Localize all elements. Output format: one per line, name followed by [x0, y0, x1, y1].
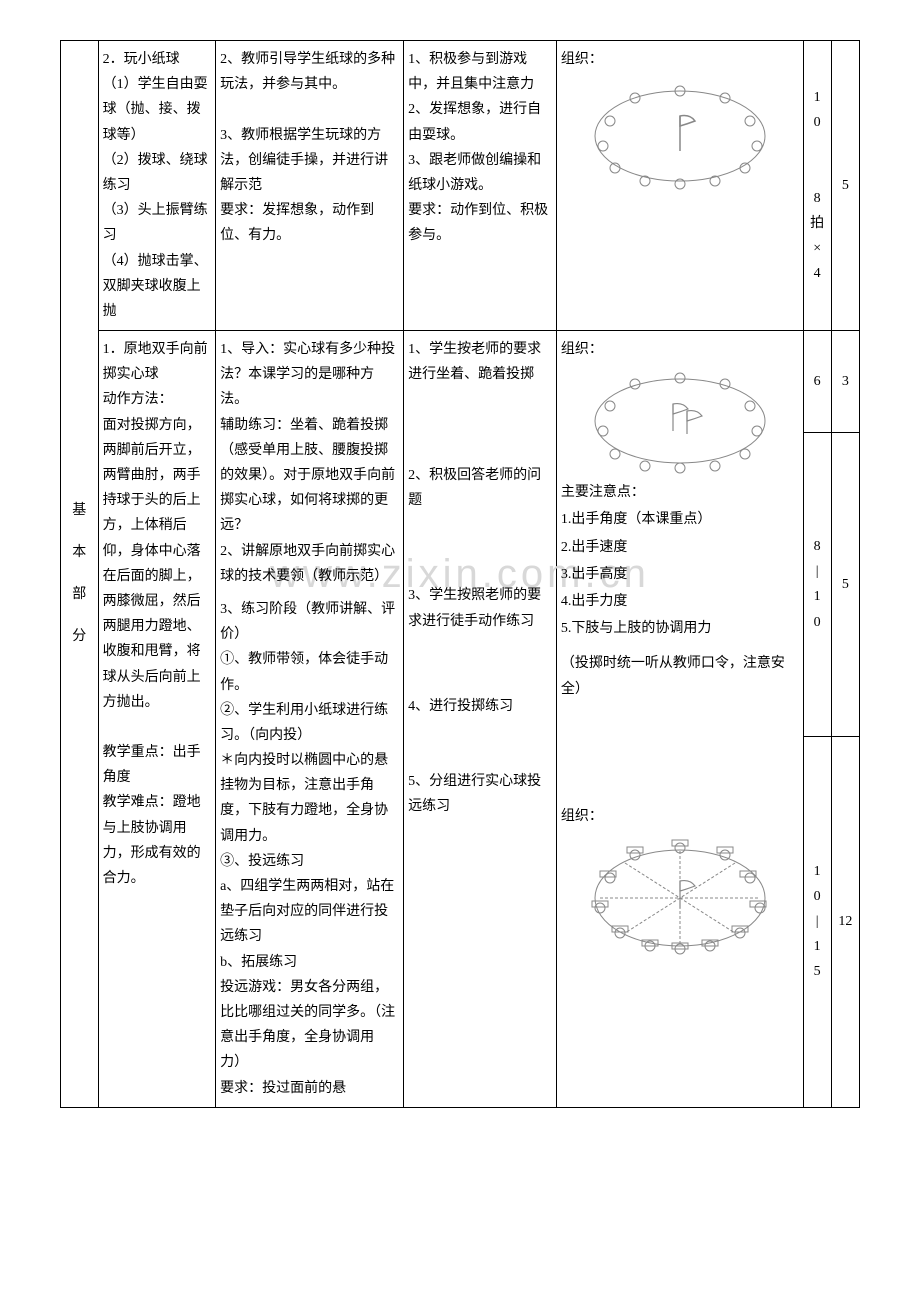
min-text: 5: [836, 572, 855, 597]
flag-icon: [680, 880, 695, 907]
org-hint: （投掷时统一听从教师口令，注意安全）: [561, 651, 799, 701]
student-text: 1、积极参与到游戏中，并且集中注意力 2、发挥想象，进行自由耍球。 3、跟老师做…: [408, 47, 552, 249]
table-row: 基 本 部 分 2．玩小纸球 （1）学生自由耍球（抛、接、拨球等） （2）拨球、…: [61, 41, 860, 331]
content-text: 2．玩小纸球 （1）学生自由耍球（抛、接、拨球等） （2）拨球、绕球练习 （3）…: [103, 47, 211, 324]
org-cell: 组织：: [556, 41, 803, 331]
min-text: 3: [836, 369, 855, 394]
teacher-cell: 1、导入：实心球有多少种投法？本课学习的是哪种方法。 辅助练习：坐着、跪着投掷（…: [216, 331, 404, 1108]
min-cell: 3: [831, 331, 859, 433]
student-cell: 1、学生按老师的要求进行坐着、跪着投掷 2、积极回答老师的问题 3、学生按照老师…: [404, 331, 557, 1108]
note-item: 1.出手角度（本课重点）: [561, 507, 799, 532]
teacher-cell: 2、教师引导学生纸球的多种玩法，并参与其中。 3、教师根据学生玩球的方法，创编徒…: [216, 41, 404, 331]
flag-icon: [673, 404, 702, 434]
student-text-b: 3、学生按照老师的要求进行徒手动作练习: [408, 583, 552, 633]
phase-label: 基 本 部 分: [72, 490, 86, 658]
teacher-text-b: 3、练习阶段（教师讲解、评价） ①、教师带领，体会徒手动作。 ②、学生利用小纸球…: [220, 597, 399, 1101]
formation-diagram-icon: [585, 76, 775, 196]
time-cell: 1 0 | 1 5: [803, 736, 831, 1107]
teacher-text: 2、教师引导学生纸球的多种玩法，并参与其中。 3、教师根据学生玩球的方法，创编徒…: [220, 47, 399, 249]
org-label: 组织：: [561, 47, 799, 72]
org-label: 组织：: [561, 337, 799, 362]
note-item: 4.出手力度: [561, 589, 799, 614]
formation-diagram-icon: [585, 366, 775, 476]
note-item: 3.出手高度: [561, 562, 799, 587]
notes-title: 主要注意点：: [561, 480, 799, 505]
content-text: 1．原地双手向前掷实心球 动作方法： 面对投掷方向，两脚前后开立，两臂曲肘，两手…: [103, 337, 211, 891]
lesson-plan-table: 基 本 部 分 2．玩小纸球 （1）学生自由耍球（抛、接、拨球等） （2）拨球、…: [60, 40, 860, 1108]
time-cell: 1 0 8 拍 × 4: [803, 41, 831, 331]
content-cell: 2．玩小纸球 （1）学生自由耍球（抛、接、拨球等） （2）拨球、绕球练习 （3）…: [98, 41, 215, 331]
time-cell: 6: [803, 331, 831, 433]
teacher-text-a: 1、导入：实心球有多少种投法？本课学习的是哪种方法。 辅助练习：坐着、跪着投掷（…: [220, 337, 399, 589]
student-text-a: 1、学生按老师的要求进行坐着、跪着投掷 2、积极回答老师的问题: [408, 337, 552, 513]
table-row: 1．原地双手向前掷实心球 动作方法： 面对投掷方向，两脚前后开立，两臂曲肘，两手…: [61, 331, 860, 433]
min-text: 12: [836, 909, 855, 934]
org-label: 组织：: [561, 804, 799, 829]
content-cell: 1．原地双手向前掷实心球 动作方法： 面对投掷方向，两脚前后开立，两臂曲肘，两手…: [98, 331, 215, 1108]
student-text-c: 4、进行投掷练习: [408, 694, 552, 719]
time-text: 1 0 8 拍 × 4: [808, 85, 827, 287]
time-text: 6: [808, 369, 827, 394]
min-cell: 5: [831, 41, 859, 331]
time-text: 1 0 | 1 5: [808, 859, 827, 985]
min-text: 5: [836, 173, 855, 198]
phase-cell: 基 本 部 分: [61, 41, 99, 1108]
student-text-d: 5、分组进行实心球投远练习: [408, 769, 552, 819]
student-cell: 1、积极参与到游戏中，并且集中注意力 2、发挥想象，进行自由耍球。 3、跟老师做…: [404, 41, 557, 331]
org-cell: 组织：: [556, 331, 803, 1108]
note-item: 2.出手速度: [561, 535, 799, 560]
flag-icon: [680, 116, 695, 151]
formation-throw-diagram-icon: [585, 833, 775, 963]
time-text: 8 | 1 0: [808, 534, 827, 635]
min-cell: 5: [831, 433, 859, 737]
min-cell: 12: [831, 736, 859, 1107]
note-item: 5.下肢与上肢的协调用力: [561, 616, 799, 641]
time-cell: 8 | 1 0: [803, 433, 831, 737]
